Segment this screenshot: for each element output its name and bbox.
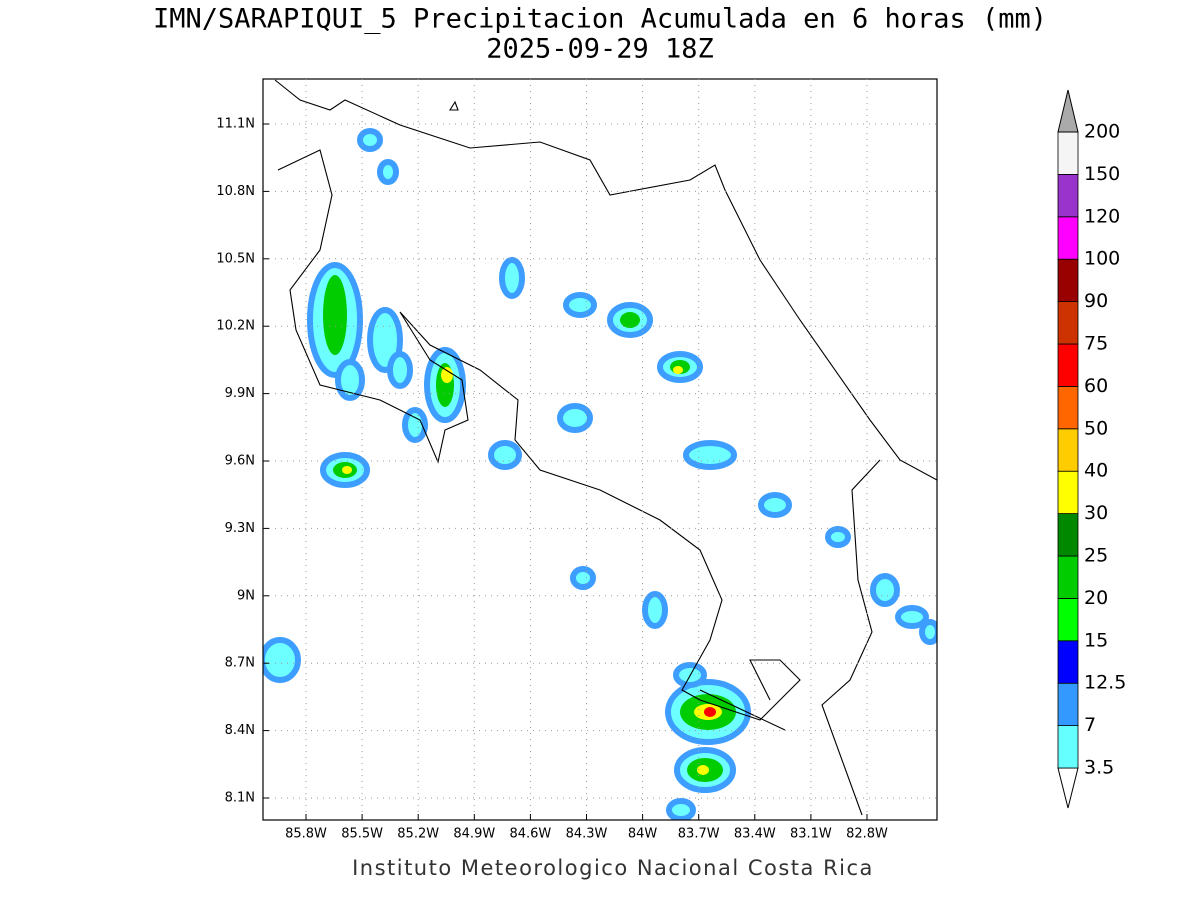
colorbar-box bbox=[1057, 725, 1079, 769]
colorbar-box bbox=[1057, 301, 1079, 345]
lat-tick-label: 9.6N bbox=[225, 454, 255, 469]
colorbar-box bbox=[1057, 131, 1079, 175]
colorbar-box bbox=[1057, 343, 1079, 387]
lat-tick-label: 8.7N bbox=[225, 656, 255, 671]
axes: 85.8W 85.5W 85.2W 84.9W 84.6W 84.3W 84W 83.7W 83… bbox=[216, 79, 937, 842]
lat-tick-label: 9.3N bbox=[225, 521, 255, 536]
lon-tick-label: 84W bbox=[628, 827, 658, 842]
lat-tick-label: 8.4N bbox=[225, 723, 255, 738]
colorbar-box bbox=[1057, 173, 1079, 218]
title: IMN/SARAPIQUI_5 Precipitacion Acumulada … bbox=[153, 4, 1047, 35]
colorbar-box bbox=[1057, 258, 1079, 303]
lon-tick-label: 84.3W bbox=[566, 827, 608, 842]
coastline bbox=[274, 79, 937, 816]
colorbar-box bbox=[1057, 428, 1079, 472]
colorbar-box bbox=[1057, 598, 1079, 642]
colorbar-label: 12.5 bbox=[1084, 672, 1126, 694]
subtitle: 2025-09-29 18Z bbox=[486, 34, 714, 65]
colorbar-label: 40 bbox=[1084, 460, 1108, 482]
colorbar-label: 200 bbox=[1084, 121, 1120, 143]
lon-tick-label: 83.7W bbox=[678, 827, 720, 842]
colorbar-box bbox=[1057, 385, 1079, 430]
colorbar-label: 7 bbox=[1084, 714, 1096, 736]
colorbar-box bbox=[1057, 216, 1079, 260]
colorbar-under bbox=[1057, 767, 1079, 809]
colorbar-box bbox=[1057, 682, 1079, 727]
colorbar: 3.5 7 12.5 15 20 25 30 40 50 60 75 90 100 120 150 200 bbox=[1057, 89, 1126, 809]
lon-tick-label: 83.1W bbox=[790, 827, 832, 842]
map-frame bbox=[262, 78, 938, 821]
lat-tick-label: 10.5N bbox=[216, 251, 255, 266]
colorbar-label: 100 bbox=[1084, 248, 1120, 270]
lon-tick-label: 85.8W bbox=[285, 827, 327, 842]
colorbar-label: 3.5 bbox=[1084, 757, 1114, 779]
lat-tick-label: 10.8N bbox=[216, 184, 255, 199]
lat-tick-label: 8.1N bbox=[225, 791, 255, 806]
precipitation-field bbox=[263, 79, 937, 820]
lon-tick-label: 82.8W bbox=[846, 827, 888, 842]
colorbar-label: 90 bbox=[1084, 290, 1108, 312]
colorbar-label: 30 bbox=[1084, 502, 1108, 524]
colorbar-box bbox=[1057, 640, 1079, 684]
lon-tick-label: 83.4W bbox=[734, 827, 776, 842]
footer: Instituto Meteorologico Nacional Costa R… bbox=[352, 856, 874, 880]
lat-tick-label: 9N bbox=[237, 588, 255, 603]
colorbar-label: 75 bbox=[1084, 333, 1108, 355]
colorbar-label: 15 bbox=[1084, 629, 1108, 651]
colorbar-label: 60 bbox=[1084, 375, 1108, 397]
colorbar-box bbox=[1057, 513, 1079, 557]
lon-tick-label: 84.9W bbox=[453, 827, 495, 842]
colorbar-label: 120 bbox=[1084, 205, 1120, 227]
colorbar-box bbox=[1057, 555, 1079, 599]
colorbar-over bbox=[1057, 89, 1079, 133]
lon-tick-label: 85.2W bbox=[397, 827, 439, 842]
lat-tick-label: 11.1N bbox=[216, 117, 255, 132]
colorbar-label: 25 bbox=[1084, 545, 1108, 567]
lon-tick-label: 84.6W bbox=[509, 827, 551, 842]
colorbar-label: 20 bbox=[1084, 587, 1108, 609]
colorbar-label: 150 bbox=[1084, 163, 1120, 185]
lon-tick-label: 85.5W bbox=[341, 827, 383, 842]
colorbar-box bbox=[1057, 470, 1079, 515]
lat-tick-label: 10.2N bbox=[216, 319, 255, 334]
lat-tick-label: 9.9N bbox=[225, 386, 255, 401]
colorbar-label: 50 bbox=[1084, 417, 1108, 439]
